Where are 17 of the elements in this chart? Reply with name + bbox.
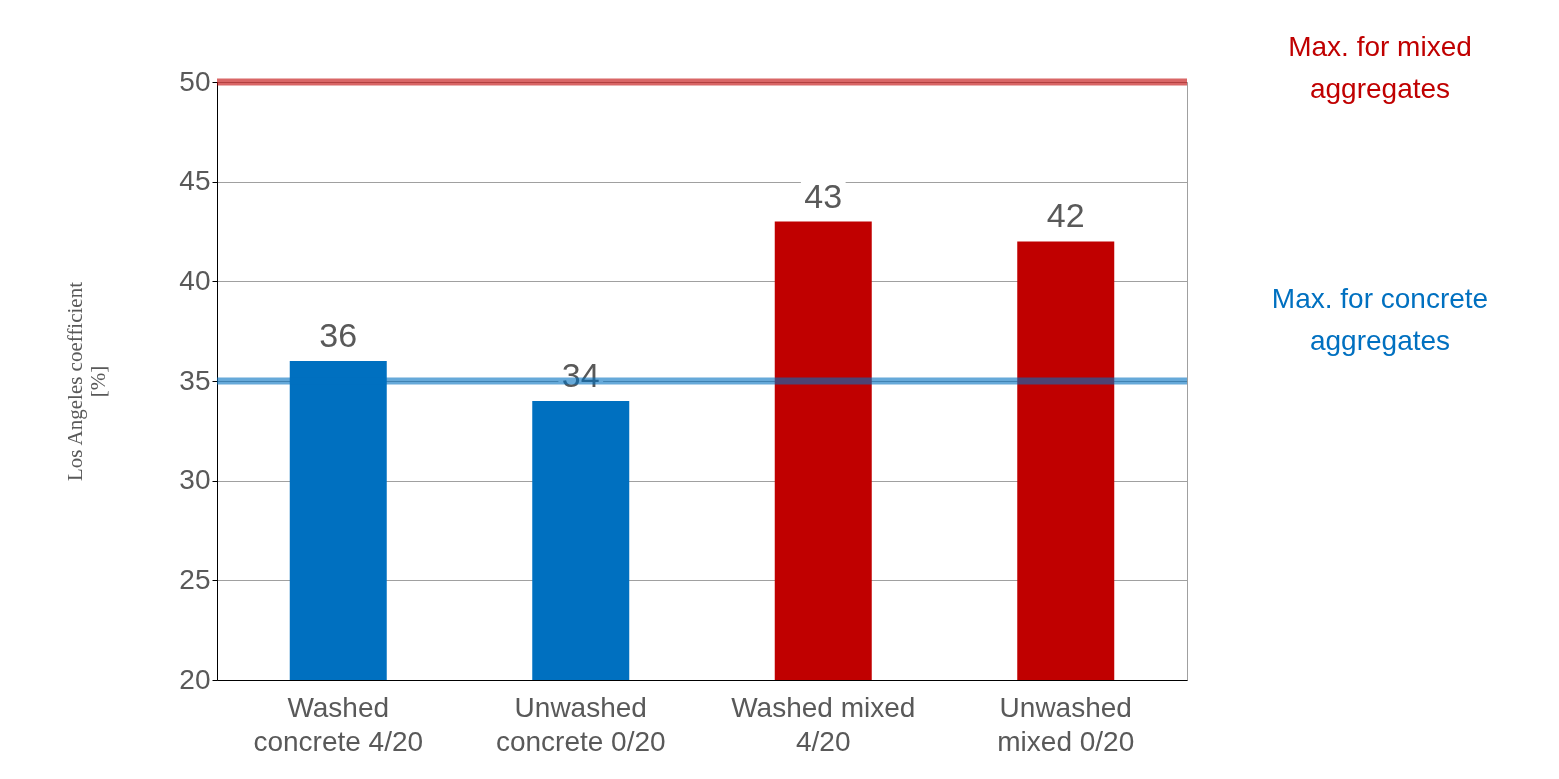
- x-tick-label: Washed mixed 4/20: [731, 691, 916, 757]
- y-tick-label: 50: [179, 65, 211, 97]
- ref-line-label: Max. for mixed aggregates: [1288, 31, 1472, 104]
- data-label: 43: [804, 176, 843, 215]
- y-tick-label: 30: [179, 464, 211, 496]
- y-tick-label: 45: [179, 165, 211, 197]
- data-label: 36: [319, 316, 358, 355]
- x-tick-label: Washed concrete 4/20: [253, 691, 424, 757]
- y-tick-label: 25: [179, 563, 211, 595]
- y-tick-label: 35: [179, 364, 211, 396]
- y-axis-title: Los Angeles coefficient [%]: [63, 281, 111, 482]
- x-tick-label: Unwashed mixed 0/20: [997, 691, 1135, 757]
- data-label: 42: [1046, 196, 1085, 235]
- ref-line-label: Max. for concrete aggregates: [1271, 283, 1489, 356]
- y-tick-label: 40: [179, 264, 211, 296]
- x-tick-label: Unwashed concrete 0/20: [495, 691, 666, 757]
- y-tick-label: 20: [179, 663, 211, 695]
